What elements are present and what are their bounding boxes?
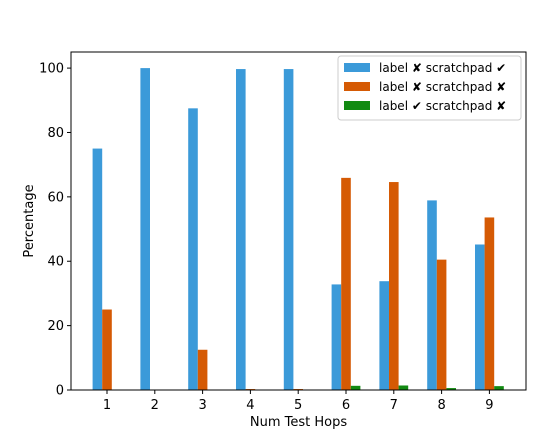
bar-series-2-hop-7 [389, 182, 399, 390]
legend: label ✘ scratchpad ✔ label ✘ scratchpad … [337, 55, 522, 121]
y-tick-label: 60 [47, 190, 64, 205]
bar-series-1-hop-8 [427, 200, 437, 390]
legend-label-series-2: label ✘ scratchpad ✘ [379, 80, 506, 94]
legend-swatch-series-2 [344, 82, 370, 91]
bar-series-1-hop-7 [379, 281, 389, 390]
bar-series-2-hop-6 [341, 177, 351, 390]
bar-series-1-hop-1 [92, 148, 103, 390]
x-tick-label: 4 [246, 398, 254, 413]
y-tick-label: 40 [47, 255, 64, 270]
bar-series-1-hop-3 [188, 108, 198, 390]
bar-series-3-hop-7 [398, 385, 409, 390]
bar-series-2-hop-1 [102, 309, 112, 390]
bar-series-3-hop-6 [350, 385, 361, 390]
x-tick-label: 3 [198, 398, 206, 413]
legend-box [337, 55, 522, 121]
bars-layer [92, 68, 504, 390]
bar-series-2-hop-3 [197, 349, 208, 390]
x-tick-label: 1 [103, 398, 111, 413]
bar-series-1-hop-5 [283, 69, 294, 390]
x-tick-label: 9 [485, 398, 493, 413]
legend-swatch-series-1 [344, 63, 370, 72]
x-ticks: 1 2 3 4 5 6 7 8 9 [103, 390, 494, 413]
plot-frame [70, 51, 527, 391]
x-axis-label: Num Test Hops [250, 415, 347, 430]
bar-series-1-hop-2 [140, 68, 150, 390]
y-tick-label: 0 [56, 384, 64, 399]
x-tick-label: 6 [342, 398, 350, 413]
y-tick-label: 100 [39, 62, 64, 77]
x-tick-label: 8 [437, 398, 445, 413]
x-tick-label: 5 [294, 398, 302, 413]
y-ticks: 0 20 40 60 80 100 [39, 62, 71, 399]
bar-series-1-hop-4 [236, 69, 246, 390]
x-tick-label: 2 [151, 398, 159, 413]
bar-series-2-hop-9 [484, 217, 495, 390]
legend-swatch-series-3 [344, 101, 370, 110]
y-axis-label: Percentage [22, 184, 37, 257]
x-tick-label: 7 [390, 398, 398, 413]
y-tick-label: 80 [47, 126, 64, 141]
legend-label-series-3: label ✔ scratchpad ✘ [379, 99, 506, 113]
bar-series-1-hop-6 [331, 284, 342, 390]
bar-series-3-hop-9 [494, 386, 504, 390]
bar-series-1-hop-9 [475, 244, 485, 390]
bar-series-2-hop-8 [436, 259, 447, 390]
bar-series-3-hop-8 [446, 388, 456, 390]
y-tick-label: 20 [47, 319, 64, 334]
legend-label-series-1: label ✘ scratchpad ✔ [379, 61, 506, 75]
